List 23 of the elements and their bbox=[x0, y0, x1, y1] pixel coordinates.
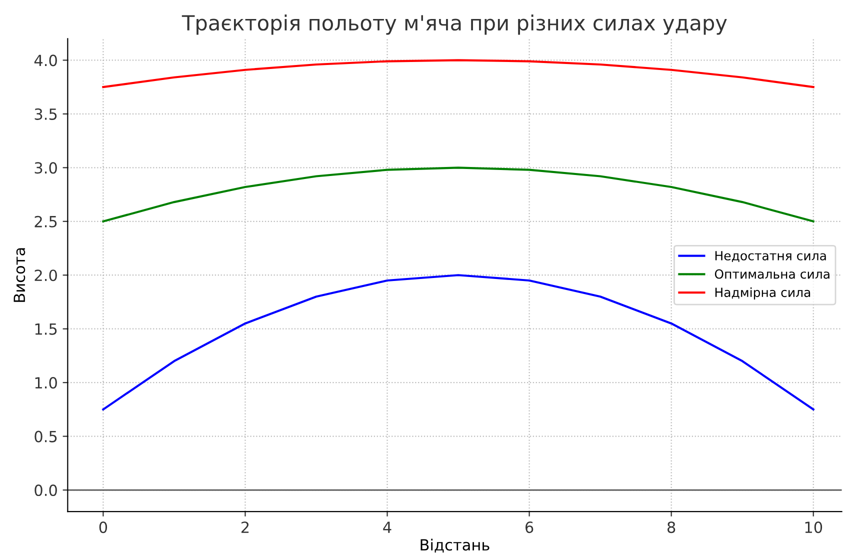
y-tick-label: 4.0 bbox=[34, 54, 57, 66]
line-series bbox=[102, 59, 814, 88]
x-tick-label: 10 bbox=[805, 522, 822, 534]
y-tick-label: 2.0 bbox=[34, 270, 57, 282]
chart-title: Траєкторія польоту м'яча при різних силах удару bbox=[182, 14, 727, 35]
y-tick-label: 1.5 bbox=[35, 324, 57, 335]
y-tick-label: 3.5 bbox=[34, 108, 57, 120]
legend-label: Оптимальна сила bbox=[714, 269, 830, 279]
legend-label: Недостатня сила bbox=[715, 251, 826, 262]
y-tick-label: 2.5 bbox=[34, 216, 57, 228]
line-series bbox=[102, 166, 814, 222]
y-tick-label: 0.0 bbox=[34, 484, 57, 496]
y-axis-title: Висота bbox=[14, 248, 26, 302]
x-tick-label: 0 bbox=[99, 522, 108, 534]
x-axis-title: Відстань bbox=[420, 538, 490, 553]
x-tick-label: 4 bbox=[383, 522, 392, 533]
y-tick-label: 3.0 bbox=[34, 162, 57, 174]
legend-label: Надмірна сила bbox=[715, 287, 810, 300]
x-tick-label: 6 bbox=[526, 522, 534, 534]
x-tick-label: 2 bbox=[241, 522, 249, 533]
x-tick-label: 8 bbox=[668, 522, 676, 534]
y-tick-label: 0.5 bbox=[34, 430, 57, 442]
y-tick-label: 1.0 bbox=[35, 377, 57, 389]
